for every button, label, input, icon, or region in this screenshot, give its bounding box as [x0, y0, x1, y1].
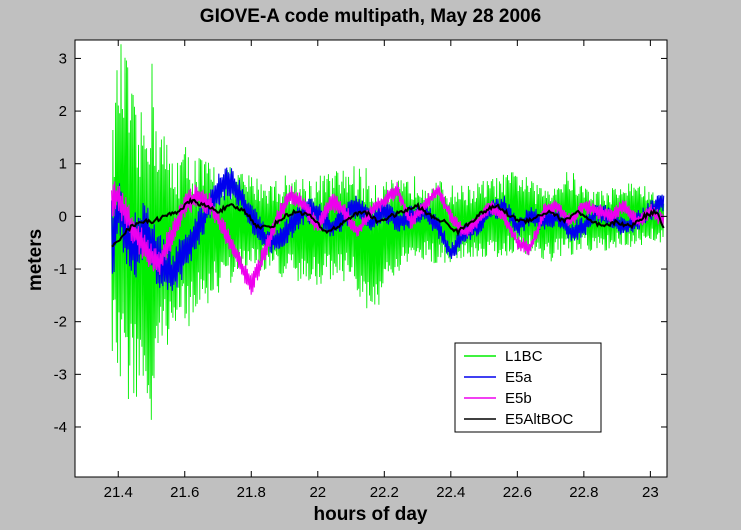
legend: L1BC E5a E5b E5AltBOC [454, 342, 602, 433]
y-tick-label: 1 [59, 156, 67, 173]
chart-title: GIOVE-A code multipath, May 28 2006 [199, 6, 542, 27]
y-tick-label: 3 [59, 50, 67, 67]
series-e5a [111, 167, 665, 291]
y-tick-label: -4 [54, 419, 67, 436]
x-tick-label: 22.4 [436, 484, 465, 501]
x-tick-label: 21.6 [170, 484, 199, 501]
legend-label-e5altboc: E5AltBOC [505, 411, 574, 428]
x-tick-label: 21.4 [104, 484, 133, 501]
legend-label-e5a: E5a [505, 369, 532, 386]
x-tick-label: 23 [642, 484, 659, 501]
legend-label-l1bc: L1BC [505, 348, 543, 365]
y-tick-label: -1 [54, 261, 67, 278]
x-tick-label: 22.2 [370, 484, 399, 501]
legend-label-e5b: E5b [505, 390, 532, 407]
y-tick-label: 0 [59, 208, 67, 225]
x-axis-label: hours of day [313, 504, 428, 525]
x-tick-label: 22 [309, 484, 326, 501]
plot-frame [74, 39, 668, 478]
series-e5altboc [111, 196, 665, 248]
series-line-e5altboc [111, 196, 665, 248]
y-tick-label: -2 [54, 314, 67, 331]
y-tick-label: 2 [59, 103, 67, 120]
tick-layer: 21.4 21.6 21.8 22 22.2 22.4 22.6 22.8 23 3 2 1 0 -1 -2… [54, 40, 667, 501]
series-layer [111, 44, 665, 420]
series-line-e5a [111, 167, 665, 291]
legend-box [454, 342, 602, 433]
x-tick-label: 22.6 [503, 484, 532, 501]
y-tick-label: -3 [54, 366, 67, 383]
x-tick-label: 21.8 [237, 484, 266, 501]
x-tick-label: 22.8 [569, 484, 598, 501]
